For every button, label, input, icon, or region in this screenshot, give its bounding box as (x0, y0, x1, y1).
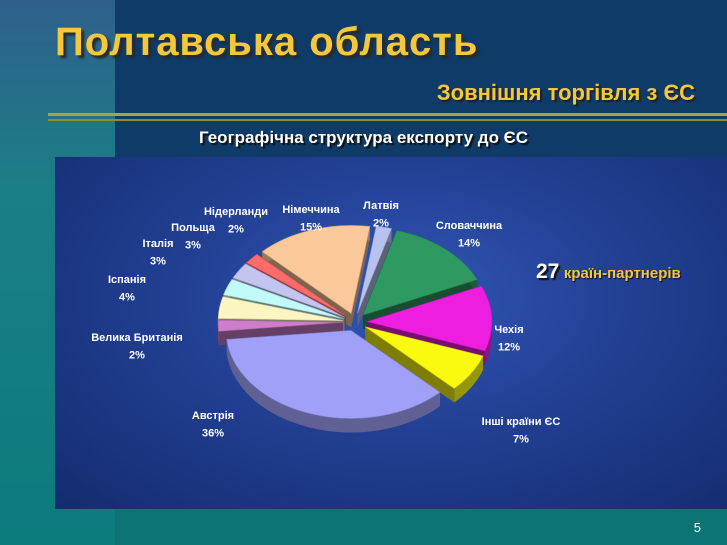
slice-8-label: Італія 3% (142, 238, 173, 268)
top-band (115, 0, 727, 160)
slice-3 (365, 285, 493, 365)
slice-5-label: Австрія 36% (192, 410, 234, 440)
slice-2-label: Словаччина 14% (436, 220, 503, 250)
slice-1 (357, 225, 392, 328)
title-divider-thin (48, 119, 727, 121)
slice-9-label: Польща 3% (171, 222, 216, 252)
partners-count: 27 (536, 260, 560, 283)
title-divider (48, 113, 727, 116)
slice-4-label: Інші країни ЄС 7% (482, 416, 561, 446)
page-number: 5 (693, 520, 701, 535)
slice-6-label: Велика Британія 2% (91, 332, 183, 362)
slice-4 (365, 326, 484, 403)
slide-title: Полтавська область (55, 20, 479, 64)
partners-label: країн-партнерів (563, 265, 681, 282)
chart-heading: Географічна структура експорту до ЄС (198, 128, 529, 147)
slide-subtitle: Зовнішня торгівля з ЄС (436, 80, 695, 105)
slice-5 (226, 330, 441, 433)
slice-1-label: Латвія 2% (363, 200, 399, 230)
slice-7-label: Іспанія 4% (108, 274, 146, 304)
partners-note: 27 країн-партнерів (536, 260, 681, 284)
pie-chart: Латвія 2% Словаччина 14% Чехія 12% Інші країни… (91, 200, 561, 446)
slice-2 (362, 230, 478, 330)
slice-10-label: Нідерланди 2% (204, 206, 268, 236)
chart-panel: Латвія 2% Словаччина 14% Чехія 12% Інші країни… (55, 157, 727, 509)
slice-3-label: Чехія 12% (494, 324, 523, 354)
slice-11-label: Німеччина 15% (282, 204, 340, 234)
